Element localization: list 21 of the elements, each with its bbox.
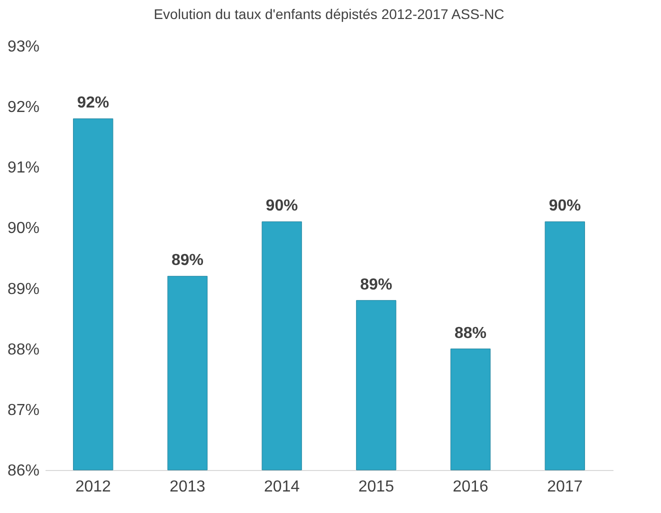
y-tick-label: 86% — [7, 462, 40, 480]
y-tick-label: 93% — [7, 38, 40, 56]
x-tick-label: 2012 — [75, 478, 112, 496]
y-tick-label: 89% — [7, 280, 40, 298]
y-tick-label: 91% — [7, 160, 40, 177]
x-tick-label: 2016 — [452, 478, 488, 496]
data-label: 88% — [454, 324, 487, 342]
y-tick-label: 90% — [7, 220, 40, 238]
data-label: 89% — [171, 252, 204, 270]
data-label: 89% — [360, 276, 392, 294]
data-label: 90% — [266, 198, 298, 215]
data-label: 90% — [548, 198, 581, 215]
y-tick-label: 87% — [7, 402, 40, 419]
x-tick-label: 2015 — [358, 478, 394, 496]
data-label: 92% — [77, 94, 110, 112]
x-tick-label: 2014 — [264, 478, 300, 496]
x-tick-label: 2017 — [547, 478, 583, 496]
y-tick-label: 88% — [7, 341, 40, 358]
x-tick-label: 2013 — [170, 478, 206, 496]
y-tick-label: 92% — [7, 99, 40, 116]
chart-title: Evolution du taux d'enfants dépistés 2012-2017 ASS-NC — [154, 6, 504, 22]
